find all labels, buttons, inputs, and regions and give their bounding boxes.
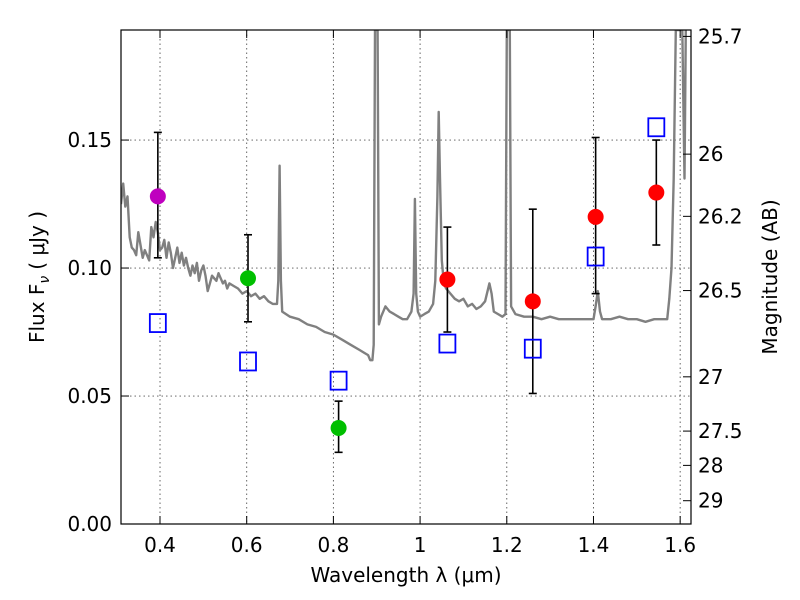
model-photometry-point (523, 338, 542, 359)
x-axis-title: Wavelength λ (μm) (310, 563, 501, 587)
right-tick-label: 26.2 (698, 204, 743, 228)
observed-point (149, 188, 166, 205)
right-tick-label: 27 (698, 365, 723, 389)
model-photometry-point (438, 333, 457, 354)
observed-point (330, 420, 347, 437)
y-axis-title-unit: ( μJy ) (25, 211, 49, 270)
model-photometry-point (647, 117, 666, 138)
x-tick-label: 1.6 (664, 533, 696, 557)
axes-frame (120, 29, 692, 525)
right-tick-label: 27.5 (698, 419, 743, 443)
observed-point (439, 271, 456, 288)
observed-point (524, 293, 541, 310)
x-tick-label: 0.4 (144, 533, 176, 557)
x-tick-label: 1 (414, 533, 427, 557)
model-photometry-point (329, 370, 348, 391)
observed-point (648, 184, 665, 201)
x-tick-label: 0.8 (317, 533, 349, 557)
axis-ticks: 0.4 0.6 0.8 1 1.2 1.4 1.6 0.00 0.05 0.10 0.15 25.7 2… (67, 24, 742, 557)
x-tick-label: 0.6 (231, 533, 263, 557)
y-tick-label: 0.05 (67, 384, 112, 408)
x-tick-label: 1.2 (491, 533, 523, 557)
right-tick-label: 29 (698, 489, 723, 513)
y-tick-label: 0.15 (67, 128, 112, 152)
model-photometry-point (586, 246, 605, 267)
right-axis-title: Magnitude (AB) (758, 199, 782, 354)
model-photometry-point (239, 351, 257, 372)
y-tick-label: 0.10 (67, 256, 112, 280)
observed-point (587, 208, 604, 225)
model-sed-line (121, 30, 687, 362)
right-tick-label: 26 (698, 142, 723, 166)
model-photometry-point (148, 313, 167, 333)
right-tick-label: 25.7 (698, 24, 743, 48)
y-axis-title-sub: ν (37, 276, 53, 284)
x-tick-label: 1.4 (578, 533, 610, 557)
plot-area (121, 30, 687, 454)
y-axis-title-main: Flux F (25, 284, 49, 343)
y-tick-label: 0.00 (67, 512, 112, 536)
y-axis-title: Flux Fν ( μJy ) (25, 211, 53, 343)
observed-point (240, 270, 257, 287)
right-tick-label: 28 (698, 453, 723, 477)
right-tick-label: 26.5 (698, 279, 743, 303)
